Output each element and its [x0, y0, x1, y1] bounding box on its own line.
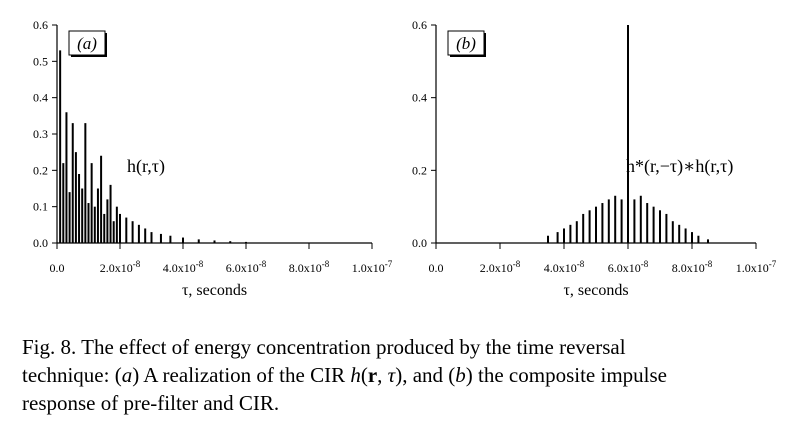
panel-b-label-box [447, 30, 485, 56]
panel-a-x-axis-title: τ, seconds [182, 282, 247, 299]
panel-a-y-tick-label: 0.3 [33, 127, 48, 141]
panel-a-y-tick-label: 0.6 [33, 18, 48, 32]
caption-line-1: Fig. 8. The effect of energy concentrati… [22, 335, 626, 359]
panel-a-annotation: h(r,τ) [127, 156, 165, 177]
figure-panels: 0.0 0.1 0.2 0.3 0.4 0.5 0.6 0.0 2.0x10-8 4.0x10-8… [33, 18, 777, 299]
panel-b-x-tick-label: 2.0x10-8 [480, 259, 521, 275]
panel-b-y-tick-label: 0.4 [412, 91, 427, 105]
panel-a-x-tick-label: 8.0x10-8 [289, 259, 330, 275]
panel-b-x-tick-label: 1.0x10-7 [736, 259, 777, 275]
panel-a-x-tick-label: 0.0 [50, 261, 65, 275]
panel-b-x-tick-label: 6.0x10-8 [608, 259, 649, 275]
panel-a-y-tick-label: 0.5 [33, 54, 48, 68]
panel-b-y-tick-label: 0.6 [412, 18, 427, 32]
panel-a-x-tick-label: 6.0x10-8 [226, 259, 267, 275]
panel-b-y-tick-label: 0.2 [412, 163, 427, 177]
panel-a-x-tick-exponent: -8 [259, 259, 267, 269]
panel-a-y-tick-label: 0.0 [33, 236, 48, 250]
panel-a-x-tick-exponent: -7 [385, 259, 393, 269]
panel-b-y-tick-label: 0.0 [412, 236, 427, 250]
panel-a-group: 0.0 0.1 0.2 0.3 0.4 0.5 0.6 0.0 2.0x10-8 4.0x10-8… [33, 18, 393, 299]
panel-b-x-tick-label: 4.0x10-8 [544, 259, 585, 275]
panel-a-y-tick-label: 0.1 [33, 200, 48, 214]
caption-line-2: technique: (a) A realization of the CIR … [22, 363, 667, 387]
panel-a-x-tick-label: 4.0x10-8 [163, 259, 204, 275]
panel-a-x-tick-exponent: -8 [196, 259, 204, 269]
panel-b-x-tick-exponent: -8 [641, 259, 649, 269]
panel-b-x-tick-exponent: -8 [513, 259, 521, 269]
panel-b-x-tick-exponent: -8 [577, 259, 585, 269]
panel-a-y-tick-label: 0.4 [33, 91, 48, 105]
panel-a-x-tick-label: 2.0x10-8 [100, 259, 141, 275]
panel-a-label: (a) [77, 34, 97, 53]
panel-b-group: 0.0 0.2 0.4 0.6 0.0 2.0x10-8 4.0x10-8 6.0x10-8 8… [412, 18, 777, 299]
panel-b-x-tick-label: 8.0x10-8 [672, 259, 713, 275]
panel-b-x-tick-label: 0.0 [429, 261, 444, 275]
figure-caption: Fig. 8. The effect of energy concentrati… [22, 333, 782, 417]
caption-line-3: response of pre-filter and CIR. [22, 391, 280, 415]
panel-a-label-box [68, 30, 106, 56]
panel-a-x-tick-exponent: -8 [133, 259, 141, 269]
panel-a-x-tick-exponent: -8 [322, 259, 330, 269]
panel-b-x-tick-exponent: -8 [705, 259, 713, 269]
panel-b-label: (b) [456, 34, 476, 53]
panel-a-y-tick-label: 0.2 [33, 163, 48, 177]
panel-b-x-axis-title: τ, seconds [563, 282, 628, 299]
panel-b-x-tick-exponent: -7 [769, 259, 777, 269]
panel-b-annotation: h*(r,−τ)∗h(r,τ) [626, 156, 733, 177]
panel-a-x-tick-label: 1.0x10-7 [352, 259, 393, 275]
